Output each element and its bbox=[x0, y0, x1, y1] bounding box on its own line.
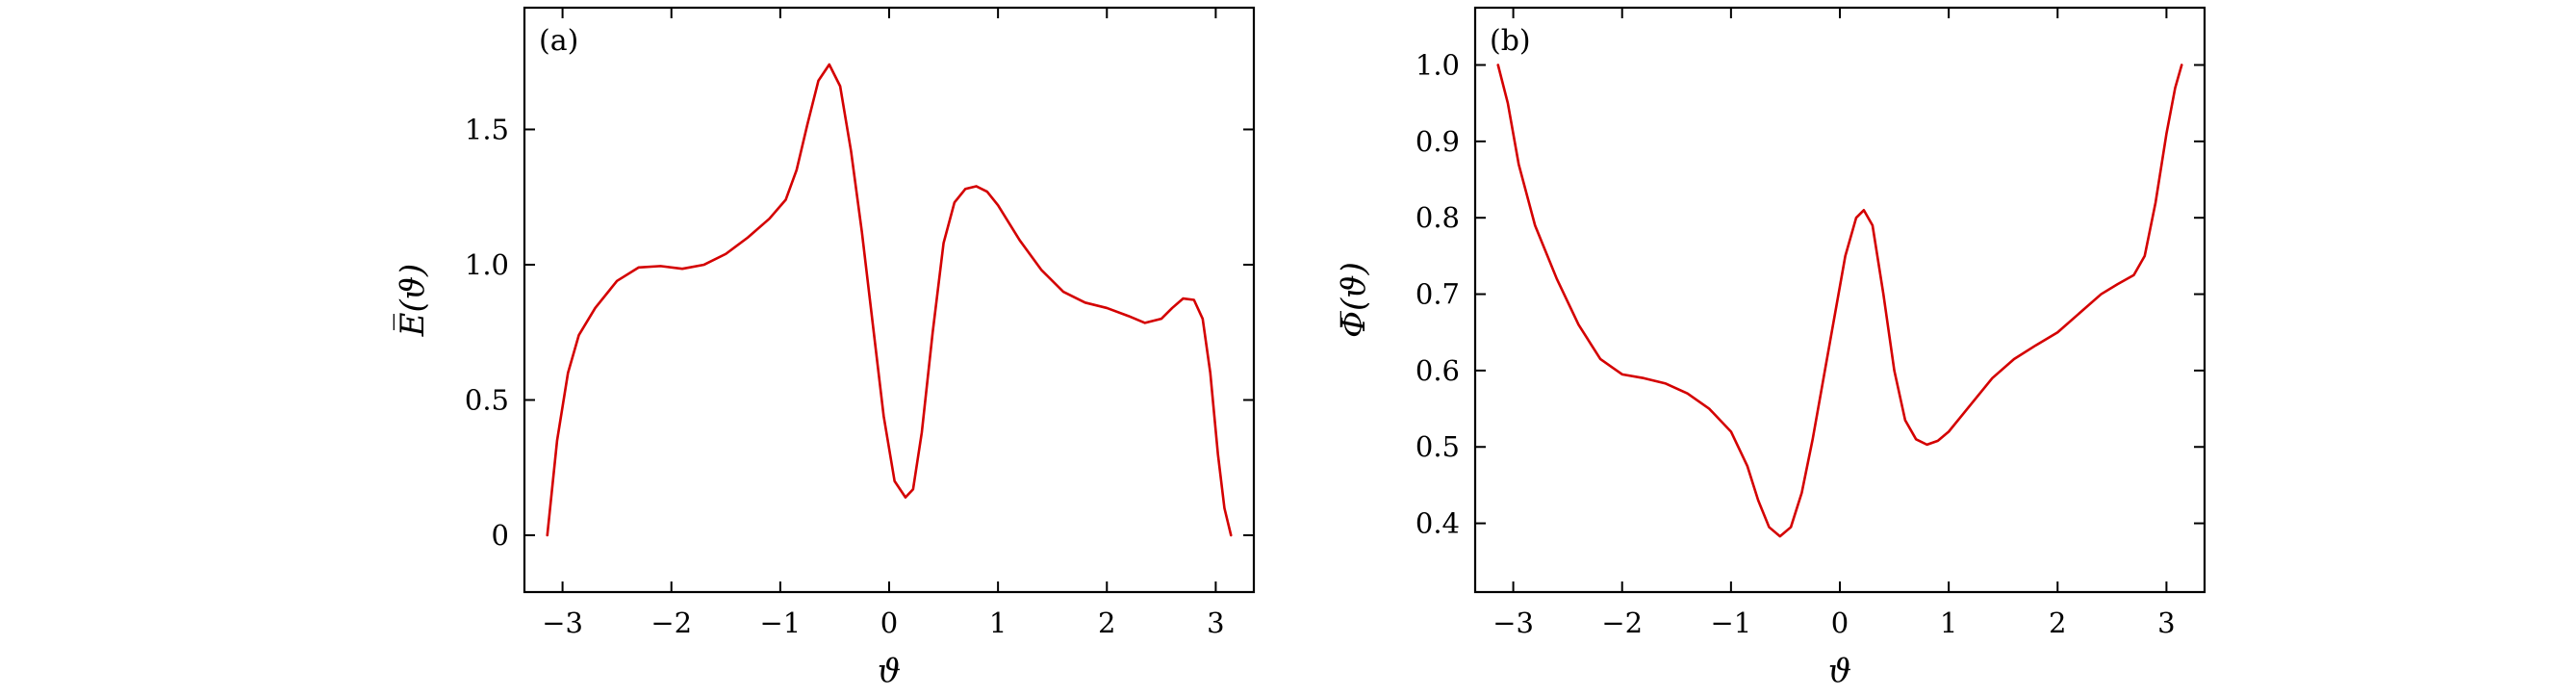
plot-frame bbox=[523, 6, 1256, 594]
panel-label: (b) bbox=[1490, 24, 1531, 58]
x-tick-label: −1 bbox=[1710, 607, 1751, 639]
y-tick-label: 0.8 bbox=[1416, 201, 1460, 234]
y-tick-label: 1.0 bbox=[465, 248, 509, 281]
y-tick-label: 1.5 bbox=[465, 113, 509, 145]
y-tick-label: 0 bbox=[492, 519, 509, 552]
y-axis-label: E̅(ϑ) bbox=[393, 264, 432, 338]
x-tick-label: −1 bbox=[759, 607, 801, 639]
y-tick-label: 0.5 bbox=[465, 383, 509, 416]
panel-a: −3 −2 −1 0 1 2 3 0 0.5 1.0 1.5 ϑ E̅(ϑ) (a) bbox=[393, 6, 1256, 690]
x-tick-label: 0 bbox=[880, 607, 898, 639]
x-tick-label: −3 bbox=[1492, 607, 1534, 639]
x-tick-label: −2 bbox=[1601, 607, 1643, 639]
x-tick-label: 2 bbox=[2049, 607, 2066, 639]
x-tick-label: 2 bbox=[1098, 607, 1115, 639]
panel-label: (a) bbox=[539, 24, 578, 58]
x-tick-label: −2 bbox=[650, 607, 692, 639]
x-tick-label: 3 bbox=[2157, 607, 2175, 639]
y-tick-label: 0.5 bbox=[1416, 430, 1460, 463]
y-tick-label: 0.6 bbox=[1416, 354, 1460, 387]
x-axis-label: ϑ bbox=[878, 652, 901, 690]
x-axis-label: ϑ bbox=[1828, 652, 1851, 690]
x-tick-label: 3 bbox=[1207, 607, 1224, 639]
x-tick-label: 1 bbox=[1940, 607, 1957, 639]
y-tick-label: 0.4 bbox=[1416, 507, 1460, 540]
series-line bbox=[546, 63, 1233, 537]
y-tick-label: 0.9 bbox=[1416, 125, 1460, 158]
y-tick-label: 0.7 bbox=[1416, 278, 1460, 311]
x-tick-label: 1 bbox=[989, 607, 1007, 639]
y-tick-label: 1.0 bbox=[1416, 49, 1460, 82]
panel-b: −3 −2 −1 0 1 2 3 0.4 0.5 0.6 0.7 0.8 0.9 1.0 ϑ Φ̅(ϑ) (b) bbox=[1335, 6, 2206, 690]
x-tick-label: 0 bbox=[1831, 607, 1849, 639]
x-tick-label: −3 bbox=[542, 607, 583, 639]
series-line bbox=[1496, 64, 2183, 538]
y-axis-label: Φ̅(ϑ) bbox=[1335, 262, 1373, 338]
